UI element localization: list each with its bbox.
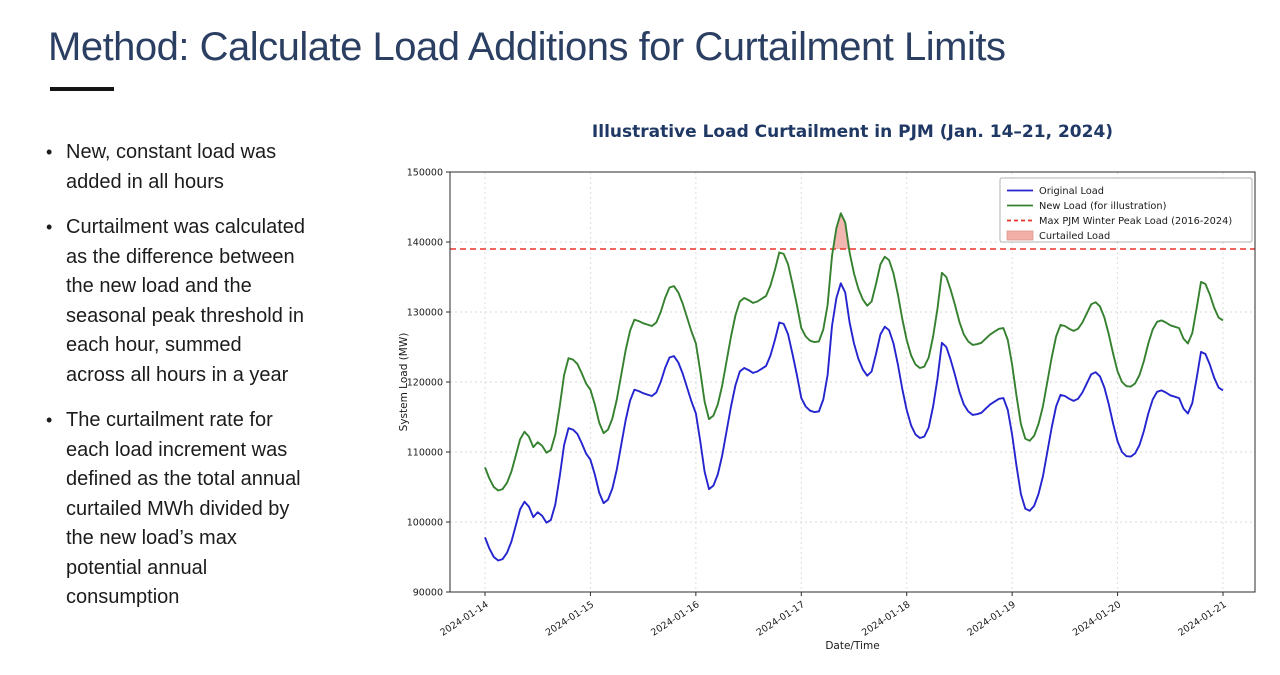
legend-label: Max PJM Winter Peak Load (2016-2024) bbox=[1039, 216, 1232, 227]
new-load-line bbox=[484, 212, 1224, 492]
title-underline bbox=[50, 87, 114, 91]
x-tick-label: 2024-01-15 bbox=[544, 599, 596, 638]
bullet-icon: • bbox=[46, 410, 53, 430]
legend-label: Original Load bbox=[1039, 186, 1104, 197]
legend-label: Curtailed Load bbox=[1039, 231, 1110, 242]
bullet-item: • The curtailment rate for each load inc… bbox=[46, 406, 376, 613]
legend: Original Load New Load (for illustration)… bbox=[999, 177, 1253, 243]
y-tick-label: 140000 bbox=[407, 237, 443, 248]
x-tick-label: 2024-01-18 bbox=[860, 599, 912, 638]
load-chart: 90000 100000 110000 120000 130000 140000 15000… bbox=[398, 167, 1256, 652]
legend-label: New Load (for illustration) bbox=[1039, 201, 1166, 212]
bullet-text: New, constant load was added in all hour… bbox=[66, 141, 277, 193]
x-tick-label: 2024-01-14 bbox=[438, 599, 490, 638]
x-axis-label: Date/Time bbox=[825, 640, 879, 652]
bullet-item: • New, constant load was added in all ho… bbox=[46, 138, 376, 197]
bullet-text: Curtailment was calculated as the differ… bbox=[66, 216, 305, 386]
legend-swatch-curtailed bbox=[1006, 230, 1034, 241]
y-tick-label: 120000 bbox=[407, 377, 443, 388]
x-tick-label: 2024-01-20 bbox=[1071, 599, 1123, 638]
y-tick-label: 150000 bbox=[407, 167, 443, 178]
y-tick-label: 90000 bbox=[413, 587, 443, 598]
y-tick-label: 110000 bbox=[407, 447, 443, 458]
bullet-icon: • bbox=[46, 142, 53, 162]
bullet-item: • Curtailment was calculated as the diff… bbox=[46, 213, 376, 390]
chart-title: Illustrative Load Curtailment in PJM (Ja… bbox=[591, 122, 1114, 142]
y-tick-label: 100000 bbox=[407, 517, 443, 528]
page-title: Method: Calculate Load Additions for Cur… bbox=[48, 25, 1006, 69]
x-tick-label: 2024-01-19 bbox=[965, 599, 1017, 638]
x-tick-label: 2024-01-17 bbox=[755, 599, 807, 638]
load-curtailment-figure: Illustrative Load Curtailment in PJM (Ja… bbox=[393, 116, 1268, 668]
x-tick-label: 2024-01-16 bbox=[649, 599, 701, 638]
bullet-list: • New, constant load was added in all ho… bbox=[46, 138, 376, 629]
x-tick-label: 2024-01-21 bbox=[1176, 599, 1228, 638]
bullet-text: The curtailment rate for each load incre… bbox=[66, 409, 301, 608]
y-tick-label: 130000 bbox=[407, 307, 443, 318]
y-axis-label: System Load (MW) bbox=[398, 333, 410, 432]
bullet-icon: • bbox=[46, 217, 53, 237]
original-load-line bbox=[484, 282, 1224, 562]
